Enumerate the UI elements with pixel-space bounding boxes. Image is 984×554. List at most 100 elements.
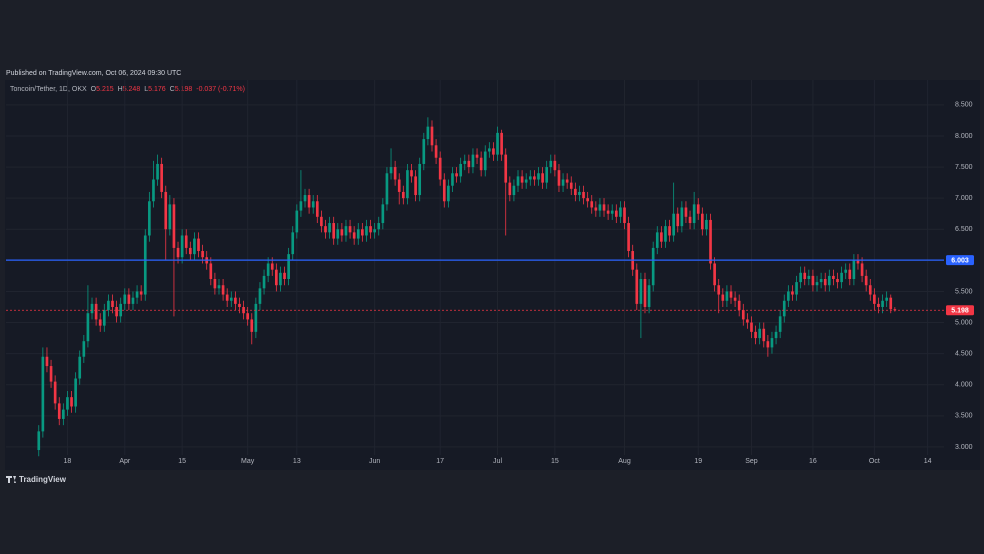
candle-body bbox=[438, 157, 442, 180]
candle-body bbox=[168, 204, 172, 230]
candle-body bbox=[655, 232, 659, 248]
candle-body bbox=[201, 251, 204, 258]
y-tick-label: 3.500 bbox=[955, 413, 973, 420]
candle-body bbox=[164, 191, 168, 230]
candle-body bbox=[864, 275, 868, 286]
candle-body bbox=[324, 226, 327, 233]
candle-body bbox=[836, 279, 839, 283]
candle-body bbox=[479, 157, 483, 171]
candle-body bbox=[668, 226, 671, 236]
candle-body bbox=[62, 409, 65, 419]
y-tick-label: 3.000 bbox=[955, 444, 973, 451]
candle-body bbox=[524, 179, 528, 183]
candle-body bbox=[361, 229, 364, 236]
candle-body bbox=[455, 173, 458, 177]
candle-body bbox=[262, 275, 266, 289]
candle-body bbox=[623, 207, 626, 224]
x-tick-label: Apr bbox=[119, 458, 131, 465]
candle-body bbox=[275, 269, 278, 286]
candle-body bbox=[832, 275, 835, 280]
candle-body bbox=[528, 176, 532, 180]
o-label: O bbox=[91, 86, 97, 93]
candle-body bbox=[434, 145, 438, 158]
candle-body bbox=[852, 260, 856, 280]
price-label: 6.003 bbox=[951, 258, 969, 265]
candle-body bbox=[791, 291, 794, 295]
candle-body bbox=[377, 223, 381, 230]
candle-body bbox=[533, 176, 536, 180]
brand-logo: TradingView bbox=[6, 475, 67, 484]
candle-body bbox=[311, 201, 315, 208]
candle-body bbox=[143, 235, 147, 295]
candle-body bbox=[565, 179, 569, 183]
y-tick-label: 7.000 bbox=[955, 195, 973, 202]
candle-body bbox=[483, 151, 487, 171]
chart-pane bbox=[5, 80, 980, 470]
y-tick-label: 8.000 bbox=[955, 133, 973, 140]
candle-body bbox=[569, 182, 573, 189]
candle-body bbox=[811, 275, 815, 286]
candle-body bbox=[197, 238, 200, 252]
candle-body bbox=[676, 213, 680, 227]
candle-body bbox=[643, 279, 647, 307]
candle-body bbox=[53, 381, 57, 404]
candle-body bbox=[725, 291, 729, 301]
candle-body bbox=[758, 328, 762, 339]
candle-body bbox=[94, 303, 98, 320]
candle-body bbox=[660, 232, 663, 242]
candle-body bbox=[266, 263, 270, 276]
candle-body bbox=[127, 294, 131, 304]
x-tick-label: 15 bbox=[178, 458, 186, 465]
change: -0.037 (-0.71%) bbox=[196, 86, 245, 93]
candle-body bbox=[107, 300, 110, 311]
candle-body bbox=[258, 288, 262, 304]
l-value: 5.176 bbox=[148, 86, 166, 93]
candle-body bbox=[422, 139, 426, 164]
candle-body bbox=[328, 223, 331, 233]
candle-body bbox=[315, 201, 319, 217]
candle-body bbox=[381, 204, 385, 224]
candle-body bbox=[893, 309, 897, 311]
candle-body bbox=[70, 397, 73, 407]
candle-body bbox=[463, 160, 467, 164]
c-value: 5.198 bbox=[175, 86, 193, 93]
candle-body bbox=[299, 201, 303, 211]
candle-body bbox=[496, 132, 499, 155]
candle-body bbox=[90, 303, 94, 314]
candle-body bbox=[733, 297, 737, 301]
published-note: Published on TradingView.com, Oct 06, 20… bbox=[6, 70, 181, 77]
candle-body bbox=[213, 279, 217, 289]
candle-body bbox=[672, 213, 675, 236]
candle-body bbox=[352, 232, 356, 239]
y-tick-label: 4.000 bbox=[955, 382, 973, 389]
candle-body bbox=[602, 204, 606, 211]
candle-body bbox=[451, 173, 454, 186]
candle-body bbox=[475, 154, 479, 158]
candle-body bbox=[762, 328, 766, 342]
candle-body bbox=[561, 179, 565, 186]
candle-body bbox=[582, 191, 585, 199]
candle-body bbox=[545, 167, 549, 183]
candle-body bbox=[586, 198, 589, 202]
y-tick-label: 5.000 bbox=[955, 319, 973, 326]
l-label: L bbox=[144, 86, 148, 93]
x-tick-label: May bbox=[241, 458, 255, 465]
o-value: 5.215 bbox=[96, 86, 114, 93]
x-tick-label: 14 bbox=[924, 458, 932, 465]
candle-body bbox=[746, 319, 749, 323]
candle-body bbox=[279, 272, 282, 286]
brand-name: TradingView bbox=[19, 475, 67, 484]
candle-body bbox=[102, 310, 106, 326]
candle-body bbox=[754, 331, 757, 339]
candle-body bbox=[840, 272, 843, 283]
candle-body bbox=[614, 210, 618, 217]
candle-body bbox=[156, 163, 159, 180]
candle-body bbox=[856, 260, 860, 264]
candle-body bbox=[823, 279, 827, 286]
price-label: 5.198 bbox=[951, 308, 969, 315]
candle-body bbox=[557, 170, 561, 186]
candle-body bbox=[467, 160, 471, 168]
y-tick-label: 7.500 bbox=[955, 164, 973, 171]
candle-body bbox=[250, 319, 254, 332]
